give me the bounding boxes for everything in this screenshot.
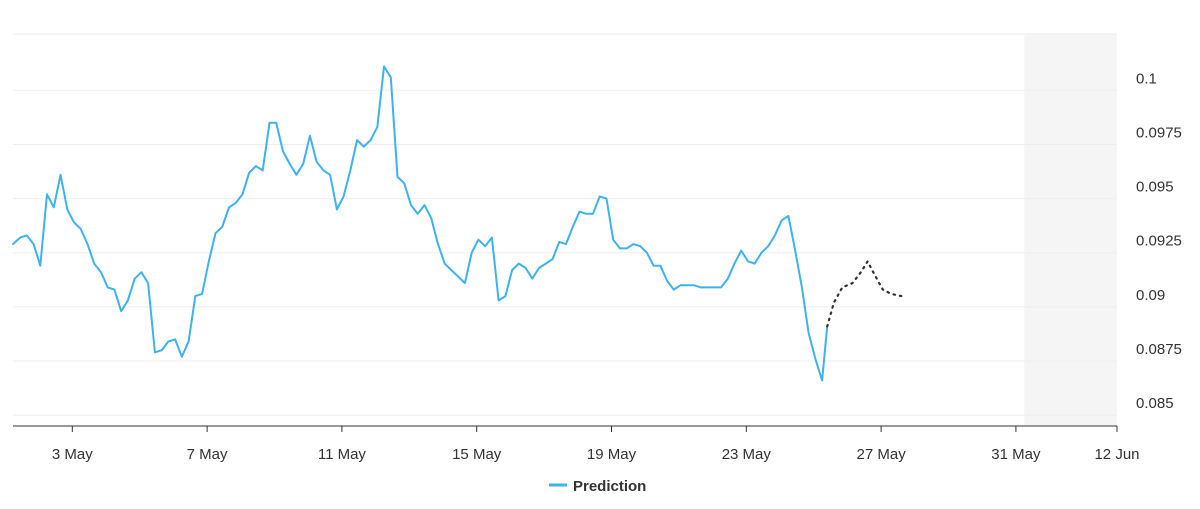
y-tick-label: 0.085 xyxy=(1136,395,1174,412)
series-line-prediction[interactable] xyxy=(12,65,829,382)
legend[interactable]: Prediction xyxy=(549,478,646,495)
x-axis xyxy=(13,425,1118,432)
x-tick-label: 27 May xyxy=(857,446,907,463)
grid-lines xyxy=(13,33,1117,416)
y-tick-label: 0.0925 xyxy=(1136,233,1182,250)
x-tick-label: 7 May xyxy=(187,446,228,463)
x-axis-labels: 3 May 7 May 11 May 15 May 19 May 23 May 27 May… xyxy=(52,446,1140,463)
y-tick-label: 0.09 xyxy=(1136,287,1165,304)
y-tick-label: 0.0875 xyxy=(1136,341,1182,358)
x-tick-label: 15 May xyxy=(452,446,502,463)
y-tick-label: 0.1 xyxy=(1136,70,1157,87)
x-tick-label: 3 May xyxy=(52,446,93,463)
x-tick-label: 11 May xyxy=(318,446,367,463)
x-tick-label: 31 May xyxy=(991,446,1041,463)
forecast-region xyxy=(1024,34,1117,426)
forecast-series-line[interactable] xyxy=(826,260,903,328)
x-tick-label: 23 May xyxy=(722,446,772,463)
y-axis: 0.085 0.0875 0.09 0.0925 0.095 0.0975 0.1 xyxy=(1136,70,1182,412)
y-tick-label: 0.0975 xyxy=(1136,124,1182,141)
legend-label-prediction: Prediction xyxy=(573,478,646,495)
series-lines xyxy=(12,65,903,382)
y-tick-label: 0.095 xyxy=(1136,179,1174,196)
x-tick-label: 12 Jun xyxy=(1094,446,1139,463)
forecast-shade xyxy=(1024,34,1117,426)
x-tick-label: 19 May xyxy=(587,446,637,463)
